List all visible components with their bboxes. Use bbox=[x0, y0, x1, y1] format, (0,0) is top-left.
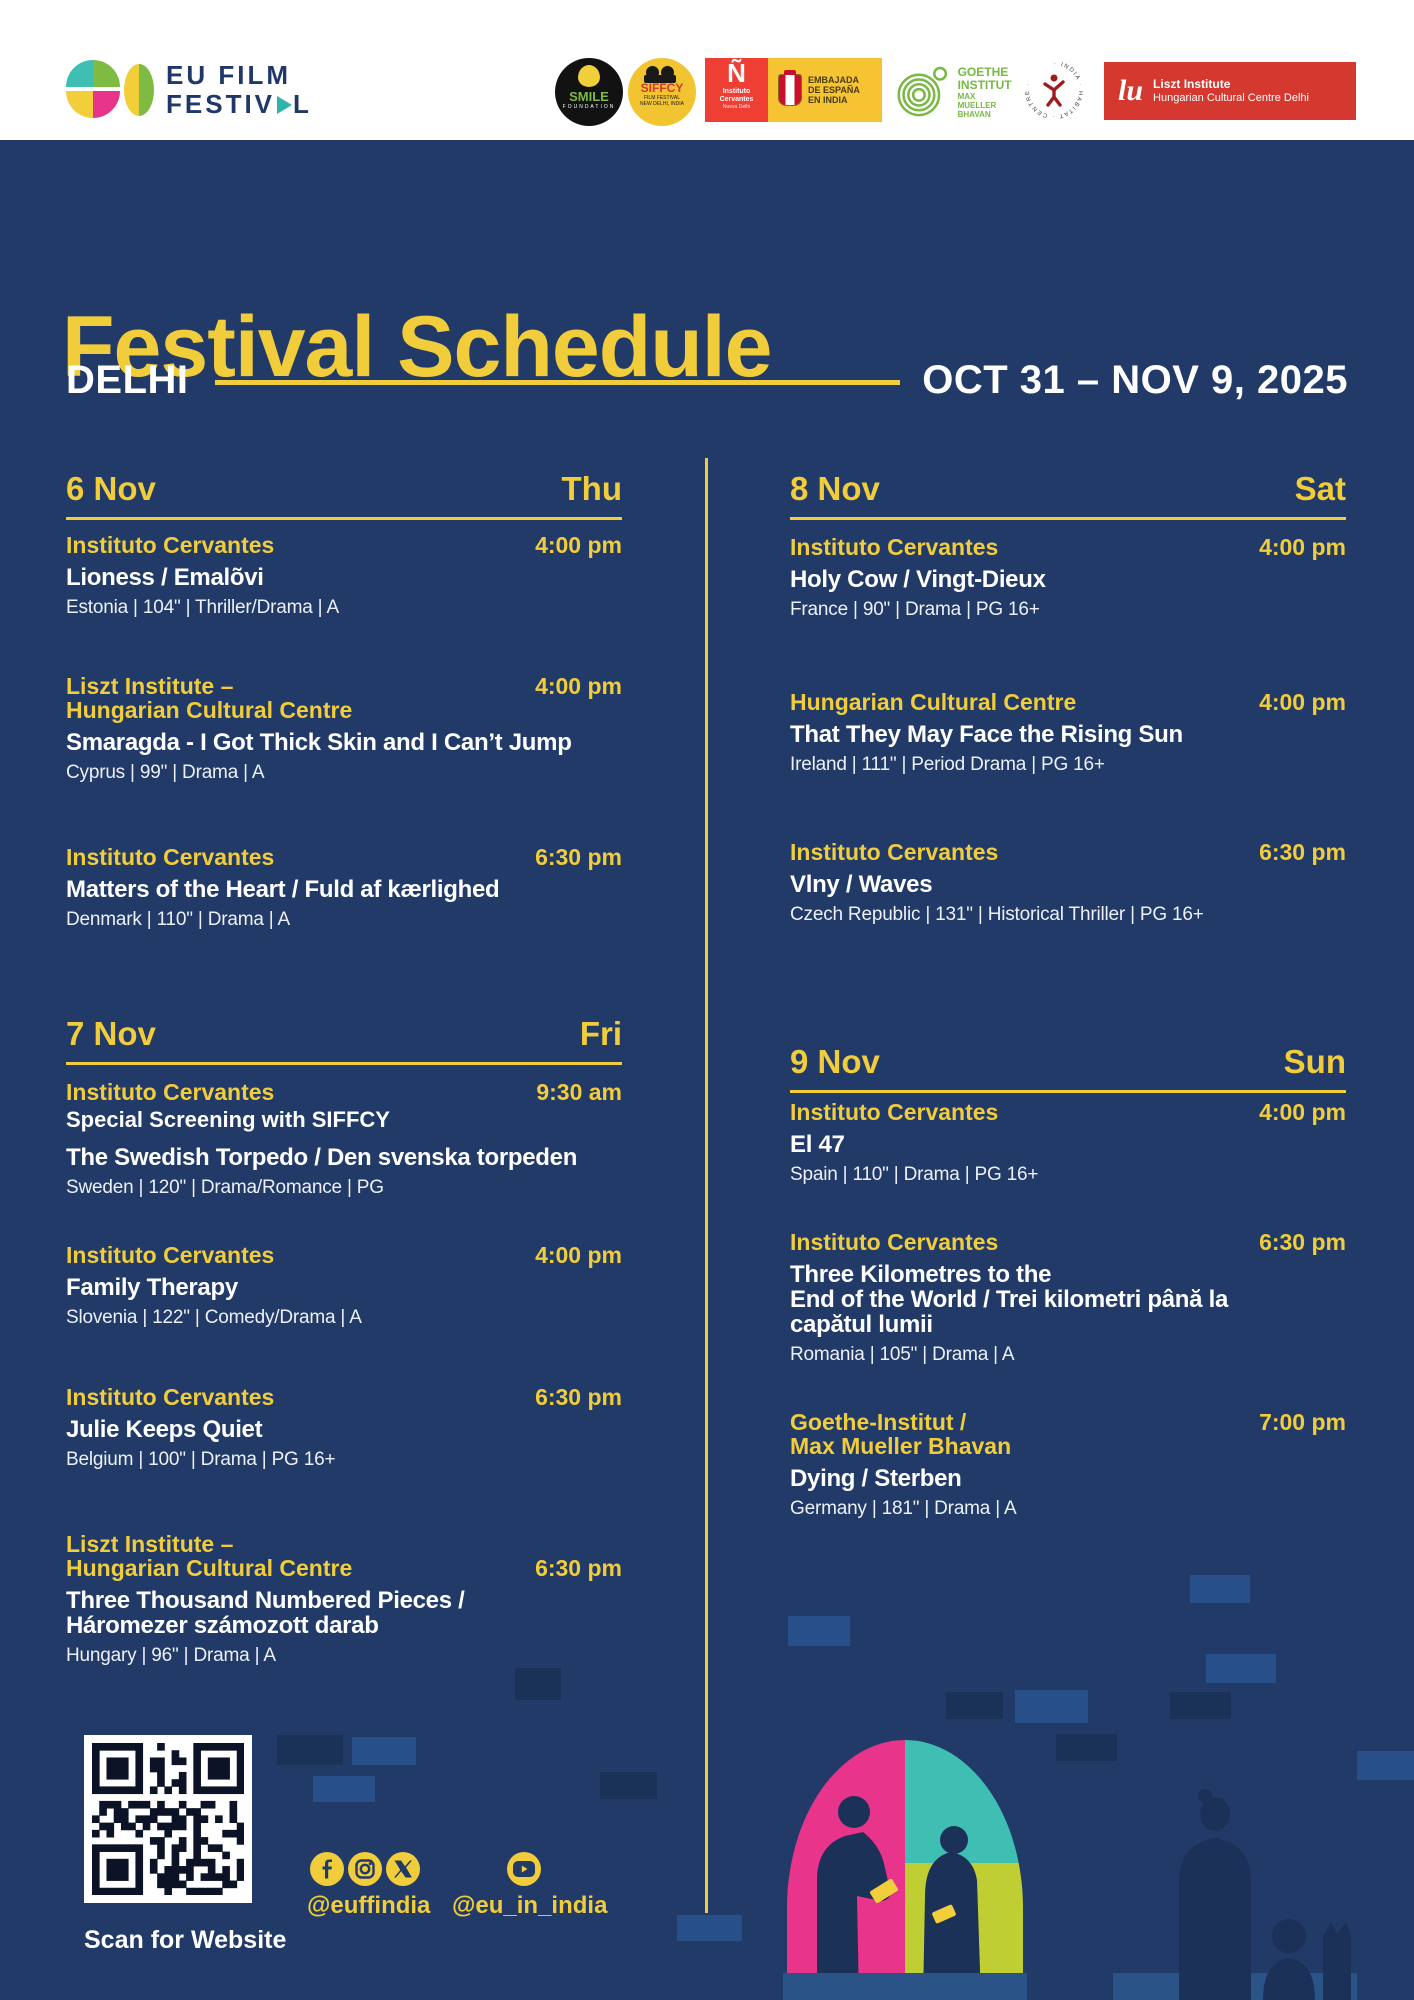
screening-entry: Instituto Cervantes 6:30 pm Three Kilomet… bbox=[790, 1229, 1346, 1365]
spain-coat-of-arms-icon bbox=[778, 70, 802, 106]
section-header-9nov: 9 Nov Sun bbox=[790, 1044, 1346, 1093]
screening-entry: Liszt Institute – Hungarian Cultural Cen… bbox=[66, 1531, 622, 1666]
qr-pattern bbox=[92, 1743, 244, 1895]
special-screening-note: Special Screening with SIFFCY bbox=[66, 1107, 390, 1132]
window-ledge bbox=[783, 1973, 1027, 2000]
city-block bbox=[600, 1772, 657, 1799]
dateline-rule bbox=[214, 379, 901, 385]
screening-entry: Instituto Cervantes 9:30 am Special Scree… bbox=[66, 1079, 622, 1198]
youtube-icon[interactable] bbox=[507, 1852, 541, 1886]
thirty-logo-glyph bbox=[66, 60, 154, 120]
section-header-6nov: 6 Nov Thu bbox=[66, 471, 622, 520]
goethe-institut-logo: GOETHE INSTITUT MAX MUELLER BHAVAN bbox=[892, 58, 1014, 126]
social-handle[interactable]: @euffindia bbox=[307, 1892, 431, 1919]
india-habitat-centre-logo: · INDIA · HABITAT · CENTRE · bbox=[1022, 58, 1086, 122]
cervantes-n-icon: Ñ bbox=[727, 58, 746, 88]
goethe-circles-icon bbox=[897, 66, 948, 117]
embajada-espana-logo: EMBAJADA DE ESPAÑA EN INDIA bbox=[768, 58, 882, 122]
facebook-icon[interactable] bbox=[310, 1852, 344, 1886]
eu-film-festival-wordmark: EU FILM FESTIV L bbox=[166, 60, 312, 119]
instituto-cervantes-logo: Ñ Instituto Cervantes Nueva Delhi bbox=[705, 58, 768, 122]
header-bar: EU FILM FESTIV L SMILE FOUNDATION SIFFCY … bbox=[0, 0, 1414, 140]
city-block bbox=[1190, 1575, 1250, 1603]
screening-entry: Instituto Cervantes 6:30 pm Julie Keeps Q… bbox=[66, 1384, 622, 1470]
section-header-8nov: 8 Nov Sat bbox=[790, 471, 1346, 520]
city-block bbox=[1170, 1692, 1231, 1719]
city-dateline: DELHI OCT 31 – NOV 9, 2025 bbox=[66, 356, 1348, 404]
liszt-institute-logo: lu Liszt Institute Hungarian Cultural Ce… bbox=[1104, 62, 1356, 120]
city-block bbox=[352, 1737, 416, 1765]
screening-entry: Instituto Cervantes 4:00 pm Family Therap… bbox=[66, 1242, 622, 1328]
city-block bbox=[1357, 1751, 1414, 1780]
screening-entry: Goethe-Institut / Max Mueller Bhavan 7:00… bbox=[790, 1409, 1346, 1519]
instagram-icon[interactable] bbox=[348, 1852, 382, 1886]
city-block bbox=[1056, 1734, 1117, 1761]
silhouettes-right bbox=[1179, 1789, 1351, 2000]
phone-icon bbox=[870, 1878, 898, 1904]
section-header-7nov: 7 Nov Fri bbox=[66, 1016, 622, 1065]
phone-icon bbox=[932, 1904, 956, 1924]
siffcy-logo: SIFFCY FILM FESTIVAL NEW DELHI, INDIA bbox=[628, 58, 696, 126]
festival-dates: OCT 31 – NOV 9, 2025 bbox=[922, 357, 1348, 402]
screening-entry: Instituto Cervantes 6:30 pm Vlny / Waves … bbox=[790, 839, 1346, 925]
screening-entry: Liszt Institute – Hungarian Cultural Cen… bbox=[66, 673, 622, 783]
x-twitter-icon[interactable] bbox=[386, 1852, 420, 1886]
column-divider bbox=[705, 458, 708, 1913]
arch-window-right bbox=[1117, 1740, 1353, 2000]
silhouettes-left bbox=[817, 1796, 981, 2000]
habitat-figure-icon bbox=[1043, 74, 1065, 107]
page-title: Festival Schedule bbox=[62, 298, 773, 395]
film-projector-icon bbox=[642, 66, 682, 83]
city-label: DELHI bbox=[66, 357, 189, 402]
qr-label: Scan for Website bbox=[84, 1926, 287, 1954]
smile-foundation-logo: SMILE FOUNDATION bbox=[555, 58, 623, 126]
city-block bbox=[515, 1668, 561, 1700]
city-block bbox=[313, 1776, 375, 1802]
liszt-lu-icon: lu bbox=[1118, 74, 1144, 107]
qr-code[interactable] bbox=[84, 1735, 252, 1903]
screening-entry: Instituto Cervantes 4:00 pm El 47 Spain |… bbox=[790, 1099, 1346, 1185]
smiley-icon bbox=[578, 65, 600, 90]
screening-entry: Instituto Cervantes 4:00 pm Lioness / Ema… bbox=[66, 532, 622, 618]
youtube-handle[interactable]: @eu_in_india bbox=[452, 1892, 608, 1919]
play-icon bbox=[277, 96, 293, 114]
city-block bbox=[1015, 1690, 1088, 1723]
screening-entry: Hungarian Cultural Centre 4:00 pm That Th… bbox=[790, 689, 1346, 775]
screening-entry: Instituto Cervantes 6:30 pm Matters of th… bbox=[66, 844, 622, 930]
arch-window-left bbox=[787, 1740, 1023, 2000]
screening-entry: Instituto Cervantes 4:00 pm Holy Cow / Vi… bbox=[790, 534, 1346, 620]
city-block bbox=[788, 1616, 850, 1646]
city-block bbox=[677, 1915, 742, 1941]
eu-film-festival-logo: EU FILM FESTIV L bbox=[66, 60, 312, 120]
city-block bbox=[946, 1692, 1003, 1719]
city-block bbox=[277, 1735, 343, 1765]
city-block bbox=[1206, 1654, 1276, 1683]
